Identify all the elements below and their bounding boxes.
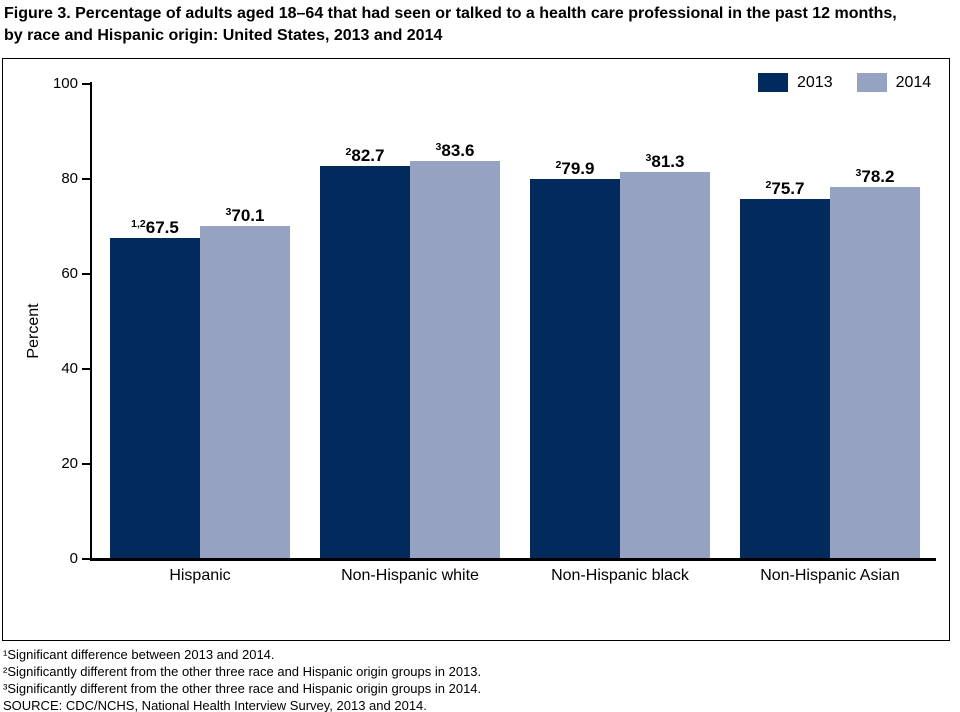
figure-title: Figure 3. Percentage of adults aged 18–6…	[4, 3, 956, 47]
figure-title-line1: Figure 3. Percentage of adults aged 18–6…	[4, 5, 897, 22]
legend-entry-2013: 2013	[758, 73, 833, 92]
figure-title-line2: by race and Hispanic origin: United Stat…	[4, 27, 443, 44]
legend-entry-2014: 2014	[856, 73, 932, 92]
legend-label-2013: 2013	[797, 73, 833, 91]
legend-swatch-2013	[758, 73, 788, 92]
legend-swatch-2014	[856, 73, 887, 92]
footnote-2: ²Significantly different from the other …	[3, 664, 482, 679]
source-note: SOURCE: CDC/NCHS, National Health Interv…	[3, 698, 427, 712]
chart-legend: 2013 2014	[758, 73, 931, 92]
legend-label-2014: 2014	[895, 73, 932, 91]
footnote-1: ¹Significant difference between 2013 and…	[3, 647, 275, 662]
y-axis-title: Percent	[25, 303, 42, 359]
chart-plot-border	[2, 58, 950, 641]
footnote-3: ³Significantly different from the other …	[3, 681, 482, 696]
footnotes: ¹Significant difference between 2013 and…	[3, 646, 481, 712]
